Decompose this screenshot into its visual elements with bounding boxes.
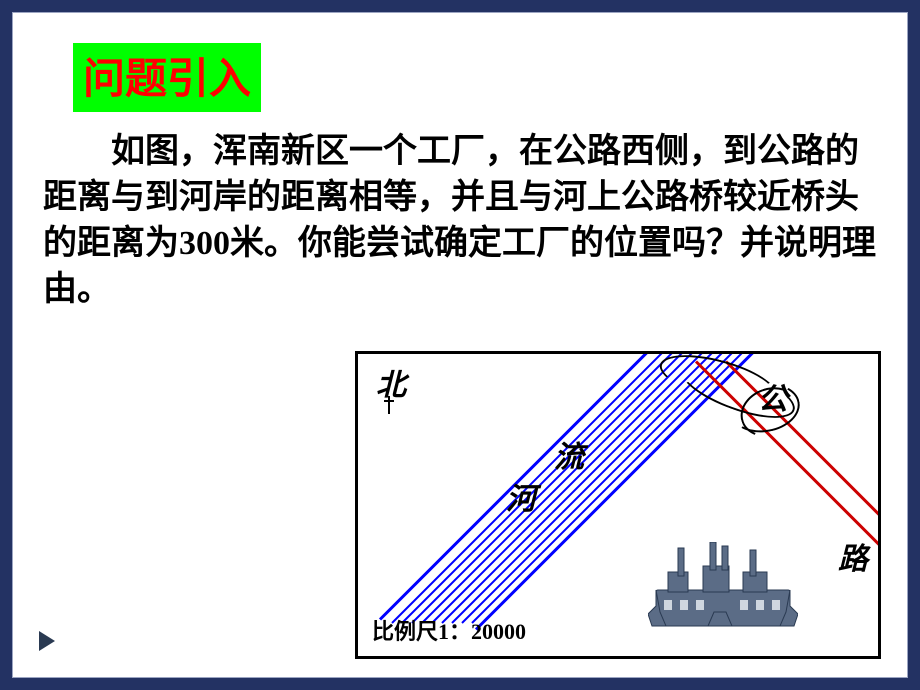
scale-label: 比例尺1：20000 [372,614,526,646]
map-diagram: 北 河 流 公 路 [355,351,881,659]
title-text: 问题引入 [83,57,251,103]
slide: 问题引入 如图，浑南新区一个工厂，在公路西侧，到公路的距离与到河岸的距离相等，并… [12,12,908,678]
north-tick-icon [388,396,390,414]
problem-body: 如图，浑南新区一个工厂，在公路西侧，到公路的距离与到河岸的距离相等，并且与河上公… [43,133,876,308]
road-label-char: 路 [838,534,868,578]
road-label-char: 公 [758,374,788,418]
river-label-char: 河 [506,474,536,518]
problem-paragraph: 如图，浑南新区一个工厂，在公路西侧，到公路的距离与到河岸的距离相等，并且与河上公… [43,129,883,313]
factory-icon [648,542,798,630]
next-slide-icon[interactable] [39,631,55,651]
river-label-char: 流 [554,432,584,476]
north-label: 北 [376,360,406,404]
title-box: 问题引入 [73,43,261,112]
